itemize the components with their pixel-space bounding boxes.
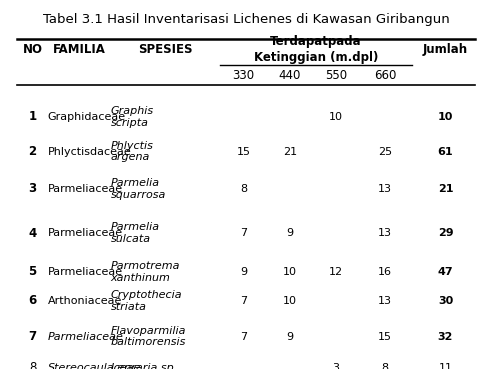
Text: 330: 330 bbox=[233, 69, 255, 82]
Text: NO: NO bbox=[23, 42, 42, 56]
Text: 7: 7 bbox=[29, 330, 36, 343]
Text: 13: 13 bbox=[378, 184, 392, 194]
Text: 7: 7 bbox=[240, 332, 247, 342]
Text: 15: 15 bbox=[378, 332, 392, 342]
Text: 7: 7 bbox=[240, 296, 247, 306]
Text: Flavoparmilia
baltimorensis: Flavoparmilia baltimorensis bbox=[111, 326, 186, 347]
Text: SPESIES: SPESIES bbox=[138, 42, 193, 56]
Text: 9: 9 bbox=[240, 267, 247, 277]
Text: Parmeliaceae: Parmeliaceae bbox=[48, 184, 123, 194]
Text: 30: 30 bbox=[438, 296, 453, 306]
Text: 3: 3 bbox=[332, 363, 339, 369]
Text: 8: 8 bbox=[240, 184, 247, 194]
Text: 21: 21 bbox=[283, 147, 297, 157]
Text: 3: 3 bbox=[29, 182, 36, 195]
Text: 8: 8 bbox=[382, 363, 389, 369]
Text: 10: 10 bbox=[283, 296, 297, 306]
Text: 11: 11 bbox=[438, 363, 453, 369]
Text: Terdapatpada
Ketinggian (m.dpl): Terdapatpada Ketinggian (m.dpl) bbox=[254, 35, 378, 63]
Text: 5: 5 bbox=[29, 265, 37, 278]
Text: 25: 25 bbox=[378, 147, 392, 157]
Text: 16: 16 bbox=[378, 267, 392, 277]
Text: Lepraria sp: Lepraria sp bbox=[111, 363, 174, 369]
Text: Parmeliaceae: Parmeliaceae bbox=[48, 267, 123, 277]
Text: Tabel 3.1 Hasil Inventarisasi Lichenes di Kawasan Giribangun: Tabel 3.1 Hasil Inventarisasi Lichenes d… bbox=[43, 13, 449, 26]
Text: Jumlah: Jumlah bbox=[423, 42, 468, 56]
Text: 10: 10 bbox=[438, 112, 453, 122]
Text: Arthoniaceae: Arthoniaceae bbox=[48, 296, 122, 306]
Text: 10: 10 bbox=[329, 112, 343, 122]
Text: Graphidaceae: Graphidaceae bbox=[48, 112, 126, 122]
Text: Phlyctisdaceae: Phlyctisdaceae bbox=[48, 147, 131, 157]
Text: 13: 13 bbox=[378, 296, 392, 306]
Text: 4: 4 bbox=[29, 227, 37, 239]
Text: 2: 2 bbox=[29, 145, 36, 158]
Text: 440: 440 bbox=[278, 69, 301, 82]
Text: 9: 9 bbox=[286, 332, 293, 342]
Text: 1: 1 bbox=[29, 110, 36, 123]
Text: 12: 12 bbox=[329, 267, 343, 277]
Text: 15: 15 bbox=[237, 147, 250, 157]
Text: 9: 9 bbox=[286, 228, 293, 238]
Text: 47: 47 bbox=[438, 267, 453, 277]
Text: 32: 32 bbox=[438, 332, 453, 342]
Text: 61: 61 bbox=[438, 147, 453, 157]
Text: Phlyctis
argena: Phlyctis argena bbox=[111, 141, 154, 162]
Text: 660: 660 bbox=[374, 69, 397, 82]
Text: Graphis
scripta: Graphis scripta bbox=[111, 106, 154, 128]
Text: 10: 10 bbox=[283, 267, 297, 277]
Text: 21: 21 bbox=[438, 184, 453, 194]
Text: 13: 13 bbox=[378, 228, 392, 238]
Text: FAMILIA: FAMILIA bbox=[53, 42, 106, 56]
Text: 6: 6 bbox=[29, 294, 37, 307]
Text: 8: 8 bbox=[29, 361, 36, 369]
Text: Parmelia
squarrosa: Parmelia squarrosa bbox=[111, 178, 166, 200]
Text: 29: 29 bbox=[438, 228, 453, 238]
Text: Stereocaulaceae: Stereocaulaceae bbox=[48, 363, 141, 369]
Text: Parmelia
sulcata: Parmelia sulcata bbox=[111, 222, 160, 244]
Text: 7: 7 bbox=[240, 228, 247, 238]
Text: 550: 550 bbox=[325, 69, 347, 82]
Text: Parmeliaceae: Parmeliaceae bbox=[48, 228, 123, 238]
Text: Cryptothecia
striata: Cryptothecia striata bbox=[111, 290, 183, 311]
Text: Parmeliaceae: Parmeliaceae bbox=[48, 332, 123, 342]
Text: Parmotrema
xanthinum: Parmotrema xanthinum bbox=[111, 261, 180, 283]
